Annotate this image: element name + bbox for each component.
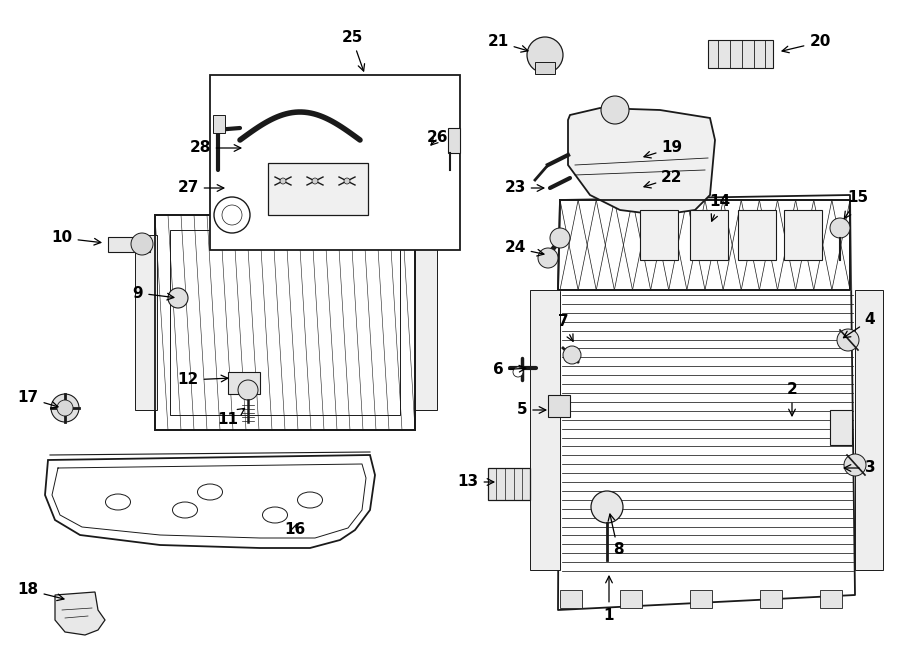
Polygon shape bbox=[568, 108, 715, 215]
Bar bbox=[560, 590, 582, 608]
Ellipse shape bbox=[105, 494, 130, 510]
Text: 25: 25 bbox=[341, 30, 365, 71]
Text: 6: 6 bbox=[492, 362, 526, 377]
Bar bbox=[213, 115, 225, 133]
Text: 8: 8 bbox=[608, 514, 624, 557]
Ellipse shape bbox=[298, 492, 322, 508]
Bar bbox=[108, 237, 150, 252]
Circle shape bbox=[527, 37, 563, 73]
Text: 26: 26 bbox=[428, 130, 449, 145]
Text: 27: 27 bbox=[177, 180, 224, 196]
Circle shape bbox=[168, 288, 188, 308]
Circle shape bbox=[513, 367, 523, 377]
Text: 1: 1 bbox=[604, 576, 614, 623]
Text: 18: 18 bbox=[17, 582, 64, 601]
Bar bbox=[210, 75, 460, 250]
Text: 3: 3 bbox=[844, 461, 876, 475]
Circle shape bbox=[57, 400, 73, 416]
Bar bbox=[155, 215, 415, 430]
Text: 19: 19 bbox=[644, 141, 682, 158]
Text: 24: 24 bbox=[504, 241, 544, 256]
Bar bbox=[530, 290, 560, 570]
Circle shape bbox=[563, 346, 581, 364]
Text: 21: 21 bbox=[488, 34, 528, 52]
Ellipse shape bbox=[263, 507, 287, 523]
Text: 14: 14 bbox=[709, 194, 731, 221]
Text: 28: 28 bbox=[189, 141, 241, 155]
Text: 12: 12 bbox=[177, 373, 228, 387]
Text: 15: 15 bbox=[844, 190, 868, 219]
Circle shape bbox=[131, 233, 153, 255]
Polygon shape bbox=[558, 200, 850, 290]
Bar bbox=[448, 128, 460, 153]
Text: 16: 16 bbox=[284, 522, 306, 537]
Bar bbox=[415, 235, 437, 410]
Text: 10: 10 bbox=[51, 231, 101, 245]
Circle shape bbox=[550, 228, 570, 248]
Circle shape bbox=[214, 197, 250, 233]
Bar bbox=[690, 590, 712, 608]
Circle shape bbox=[601, 96, 629, 124]
Circle shape bbox=[238, 380, 258, 400]
Circle shape bbox=[51, 394, 79, 422]
Circle shape bbox=[344, 178, 350, 184]
Text: 5: 5 bbox=[517, 403, 545, 418]
Polygon shape bbox=[55, 592, 105, 635]
Bar bbox=[855, 290, 883, 570]
Bar bbox=[228, 372, 260, 394]
Circle shape bbox=[312, 178, 318, 184]
Bar bbox=[548, 395, 570, 417]
Polygon shape bbox=[558, 195, 855, 610]
Ellipse shape bbox=[197, 484, 222, 500]
Bar bbox=[535, 62, 555, 74]
Circle shape bbox=[280, 178, 286, 184]
Bar bbox=[820, 590, 842, 608]
Ellipse shape bbox=[173, 502, 197, 518]
Text: 13: 13 bbox=[457, 475, 494, 490]
Bar bbox=[690, 210, 728, 260]
Text: 20: 20 bbox=[782, 34, 831, 53]
Bar bbox=[170, 230, 400, 415]
Circle shape bbox=[837, 329, 859, 351]
Circle shape bbox=[591, 491, 623, 523]
Circle shape bbox=[538, 248, 558, 268]
Text: 22: 22 bbox=[644, 171, 683, 188]
Bar bbox=[155, 215, 415, 430]
Text: 7: 7 bbox=[558, 315, 573, 341]
Text: 9: 9 bbox=[132, 286, 174, 301]
Bar bbox=[760, 590, 782, 608]
Text: 4: 4 bbox=[843, 313, 876, 338]
Bar bbox=[640, 210, 678, 260]
Text: 11: 11 bbox=[218, 408, 245, 428]
Bar bbox=[135, 235, 157, 410]
Text: 17: 17 bbox=[17, 391, 58, 408]
Bar bbox=[738, 210, 776, 260]
Text: 2: 2 bbox=[787, 383, 797, 416]
Circle shape bbox=[222, 205, 242, 225]
Circle shape bbox=[844, 454, 866, 476]
Bar bbox=[488, 468, 530, 500]
Bar bbox=[708, 40, 773, 68]
Circle shape bbox=[830, 218, 850, 238]
Bar bbox=[830, 410, 852, 445]
Bar bbox=[784, 210, 822, 260]
Polygon shape bbox=[45, 455, 375, 548]
Text: 23: 23 bbox=[504, 180, 544, 196]
Bar bbox=[620, 590, 642, 608]
Bar bbox=[268, 163, 368, 215]
